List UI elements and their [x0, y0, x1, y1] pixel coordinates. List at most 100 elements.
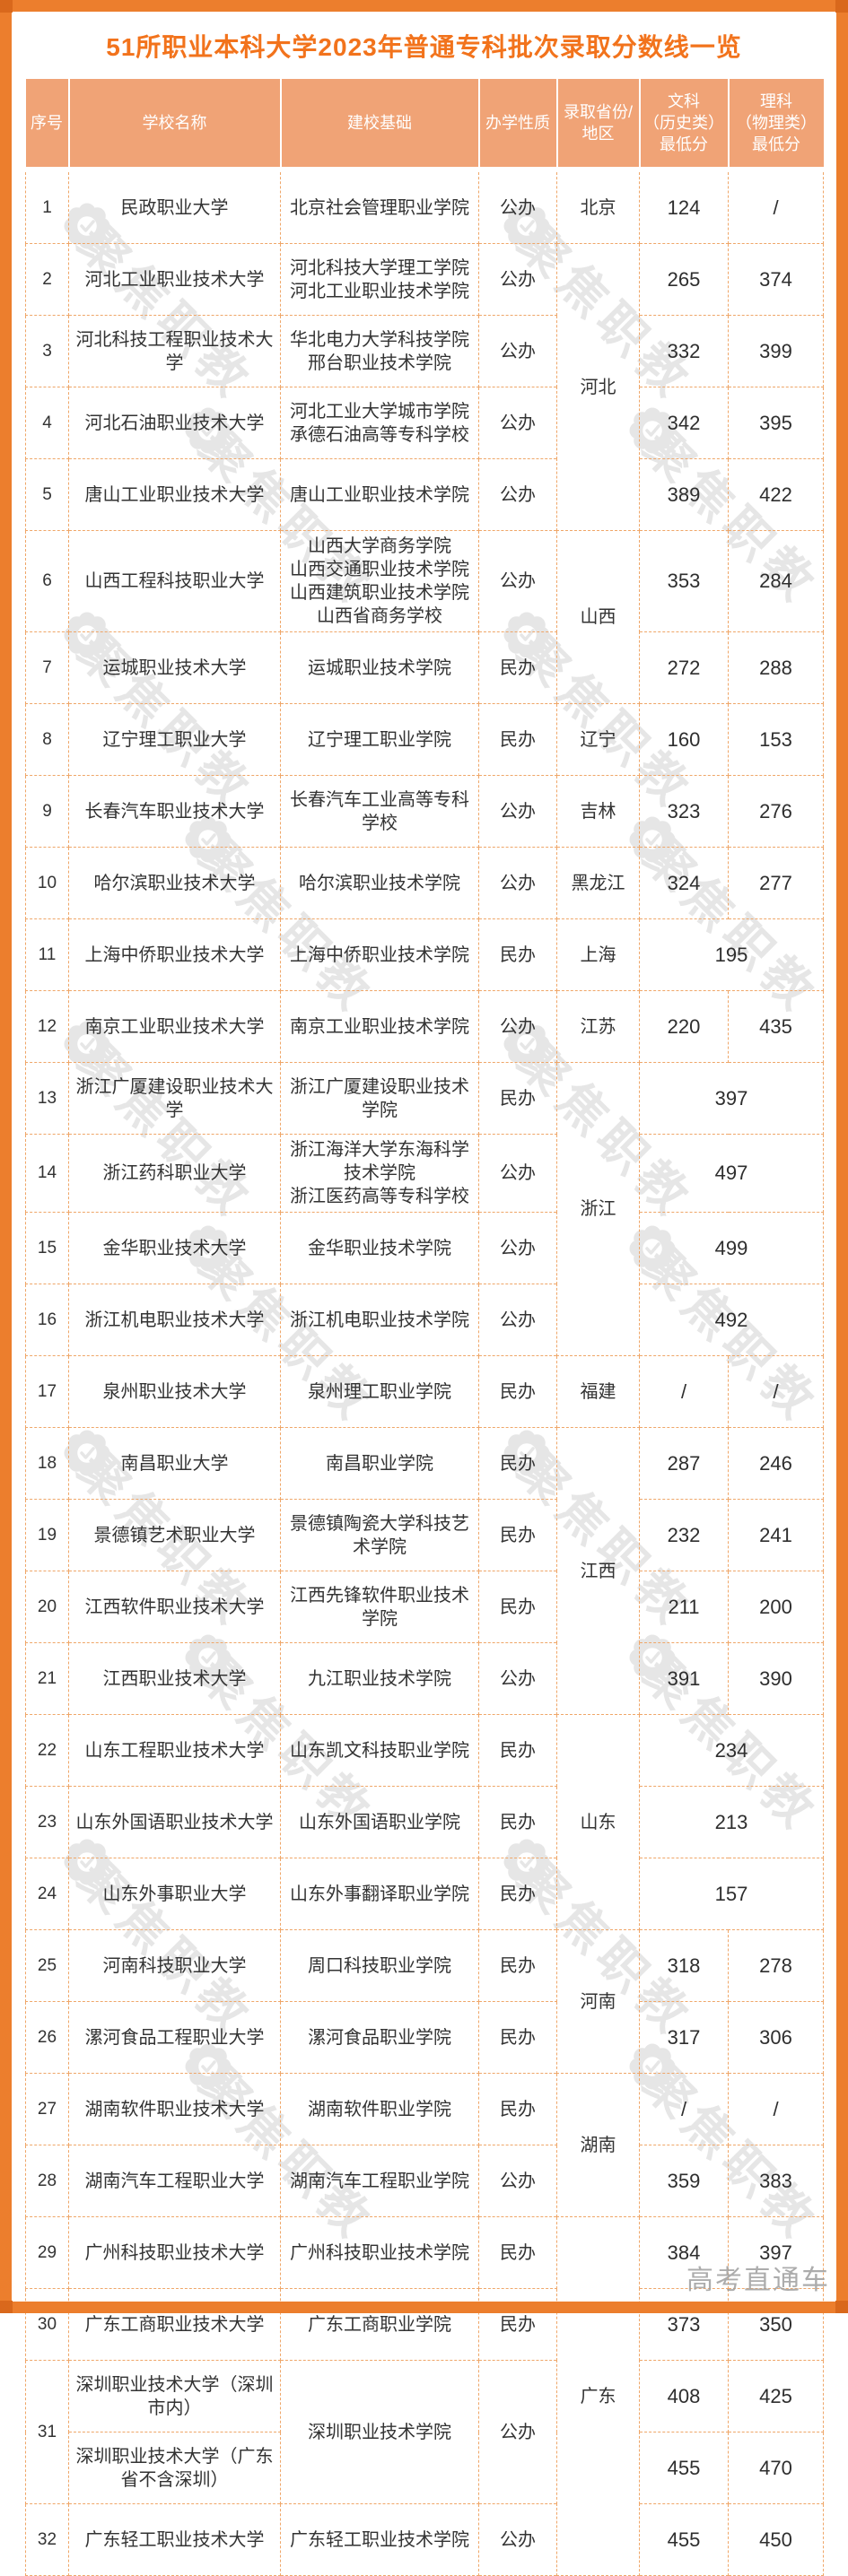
table-row: 14 浙江药科职业大学 浙江海洋大学东海科学技术学院 浙江医药高等专科学校 公办 497 [25, 1134, 824, 1213]
cell-name: 山西工程科技职业大学 [68, 530, 281, 632]
cell-name: 长春汽车职业技术大学 [68, 775, 281, 848]
cell-no: 23 [25, 1786, 69, 1858]
cell-base: 山东外事翻译职业学院 [280, 1858, 479, 1930]
cell-li: 422 [728, 458, 824, 531]
cell-wen: 384 [639, 2216, 729, 2289]
cell-base: 山东外国语职业学院 [280, 1786, 479, 1858]
cell-name: 运城职业技术大学 [68, 631, 281, 704]
cell-no: 26 [25, 2001, 69, 2074]
table-row: 7 运城职业技术大学 运城职业技术学院 民办 272 288 [25, 631, 824, 704]
cell-prov: 黑龙江 [556, 847, 640, 919]
cell-name: 广东轻工职业技术大学 [68, 2503, 281, 2576]
cell-base: 周口科技职业学院 [280, 1929, 479, 2002]
cell-li: 246 [728, 1427, 824, 1500]
cell-no: 14 [25, 1134, 69, 1213]
cell-li: 390 [728, 1642, 824, 1715]
table-row: 5 唐山工业职业技术大学 唐山工业职业技术学院 公办 389 422 [25, 458, 824, 531]
cell-score: 397 [639, 1062, 824, 1135]
table-row: 24 山东外事职业大学 山东外事翻译职业学院 民办 157 [25, 1858, 824, 1930]
cell-wen: 391 [639, 1642, 729, 1715]
cell-no: 11 [25, 918, 69, 991]
cell-base: 华北电力大学科技学院 邢台职业技术学院 [280, 315, 479, 387]
cell-type: 民办 [478, 631, 557, 704]
cell-no: 24 [25, 1858, 69, 1930]
cell-prov: 山西 [556, 530, 640, 704]
header-cell: 录取省份/ 地区 [555, 79, 640, 172]
cell-wen: 332 [639, 315, 729, 387]
cell-no: 29 [25, 2216, 69, 2289]
table-row: 11 上海中侨职业技术大学 上海中侨职业技术学院 民办 上海 195 [25, 918, 824, 991]
cell-type: 公办 [478, 2360, 557, 2504]
table-row: 30 广东工商职业技术大学 广东工商职业学院 民办 373 350 [25, 2288, 824, 2361]
table-header: 序号 学校名称 建校基础 办学性质 录取省份/ 地区 文科 （历史类） 最低分 理科 （物理… [25, 79, 824, 172]
cell-no: 16 [25, 1284, 69, 1356]
cell-wen: 389 [639, 458, 729, 531]
cell-name: 唐山工业职业技术大学 [68, 458, 281, 531]
cell-base: 山西大学商务学院 山西交通职业技术学院 山西建筑职业技术学院 山西省商务学校 [280, 530, 479, 632]
cell-name: 金华职业技术大学 [68, 1212, 281, 1284]
cell-no: 19 [25, 1499, 69, 1571]
cell-wen: 220 [639, 990, 729, 1063]
cell-type: 公办 [478, 990, 557, 1063]
cell-name: 河北石油职业技术大学 [68, 387, 281, 459]
cell-li: 350 [728, 2288, 824, 2361]
table-row: 3 河北科技工程职业技术大学 华北电力大学科技学院 邢台职业技术学院 公办 332 399 [25, 315, 824, 387]
cell-li: 395 [728, 387, 824, 459]
cell-name: 南京工业职业技术大学 [68, 990, 281, 1063]
cell-no: 5 [25, 458, 69, 531]
cell-prov: 福建 [556, 1355, 640, 1428]
table-row: 16 浙江机电职业技术大学 浙江机电职业技术学院 公办 492 [25, 1284, 824, 1356]
table-row: 23 山东外国语职业技术大学 山东外国语职业学院 民办 213 [25, 1786, 824, 1858]
table-row: 17 泉州职业技术大学 泉州理工职业学院 民办 福建 / / [25, 1355, 824, 1428]
table-row: 6 山西工程科技职业大学 山西大学商务学院 山西交通职业技术学院 山西建筑职业技术学… [25, 530, 824, 704]
frame-corner [835, 2301, 848, 2313]
cell-type: 公办 [478, 458, 557, 531]
cell-name: 河北工业职业技术大学 [68, 243, 281, 316]
cell-li: 374 [728, 243, 824, 316]
cell-name: 山东外国语职业技术大学 [68, 1786, 281, 1858]
cell-no: 3 [25, 315, 69, 387]
cell-base: 湖南汽车工程职业学院 [280, 2145, 479, 2217]
cell-type: 公办 [478, 169, 557, 244]
cell-base: 河北工业大学城市学院 承德石油高等专科学校 [280, 387, 479, 459]
cell-wen: / [639, 1355, 729, 1428]
cell-score: 497 [639, 1134, 824, 1213]
cell-base: 北京社会管理职业学院 [280, 169, 479, 244]
cell-score: 234 [639, 1714, 824, 1787]
cell-no: 9 [25, 775, 69, 848]
cell-name: 浙江药科职业大学 [68, 1134, 281, 1213]
cell-name: 深圳职业技术大学（深圳市内） [68, 2360, 281, 2432]
cell-li: / [728, 169, 824, 244]
cell-score: 492 [639, 1284, 824, 1356]
cell-name: 哈尔滨职业技术大学 [68, 847, 281, 919]
cell-no: 18 [25, 1427, 69, 1500]
cell-type: 民办 [478, 2073, 557, 2145]
table-row: 2 河北工业职业技术大学 河北科技大学理工学院 河北工业职业技术学院 公办 河北 265 3… [25, 243, 824, 531]
cell-name: 河南科技职业大学 [68, 1929, 281, 2002]
header-cell: 建校基础 [279, 79, 479, 172]
cell-li: 200 [728, 1571, 824, 1643]
table-row: 10 哈尔滨职业技术大学 哈尔滨职业技术学院 公办 黑龙江 324 277 [25, 847, 824, 919]
cell-li: 435 [728, 990, 824, 1063]
cell-no: 17 [25, 1355, 69, 1428]
frame-corner [0, 0, 13, 13]
cell-prov: 山东 [556, 1714, 640, 1930]
cell-type: 民办 [478, 1786, 557, 1858]
table-row: 20 江西软件职业技术大学 江西先锋软件职业技术学院 民办 211 200 [25, 1571, 824, 1643]
cell-type: 民办 [478, 2001, 557, 2074]
cell-prov: 湖南 [556, 2073, 640, 2217]
cell-li: / [728, 1355, 824, 1428]
cell-prov: 辽宁 [556, 703, 640, 776]
cell-prov: 浙江 [556, 1062, 640, 1356]
cell-type: 民办 [478, 918, 557, 991]
cell-name: 江西软件职业技术大学 [68, 1571, 281, 1643]
cell-wen: 211 [639, 1571, 729, 1643]
cell-score: 499 [639, 1212, 824, 1284]
cell-li: 284 [728, 530, 824, 632]
cell-wen: 317 [639, 2001, 729, 2074]
cell-type: 民办 [478, 2216, 557, 2289]
cell-no: 30 [25, 2288, 69, 2361]
cell-name: 山东外事职业大学 [68, 1858, 281, 1930]
cell-wen: 408 [639, 2360, 729, 2432]
cell-no: 10 [25, 847, 69, 919]
